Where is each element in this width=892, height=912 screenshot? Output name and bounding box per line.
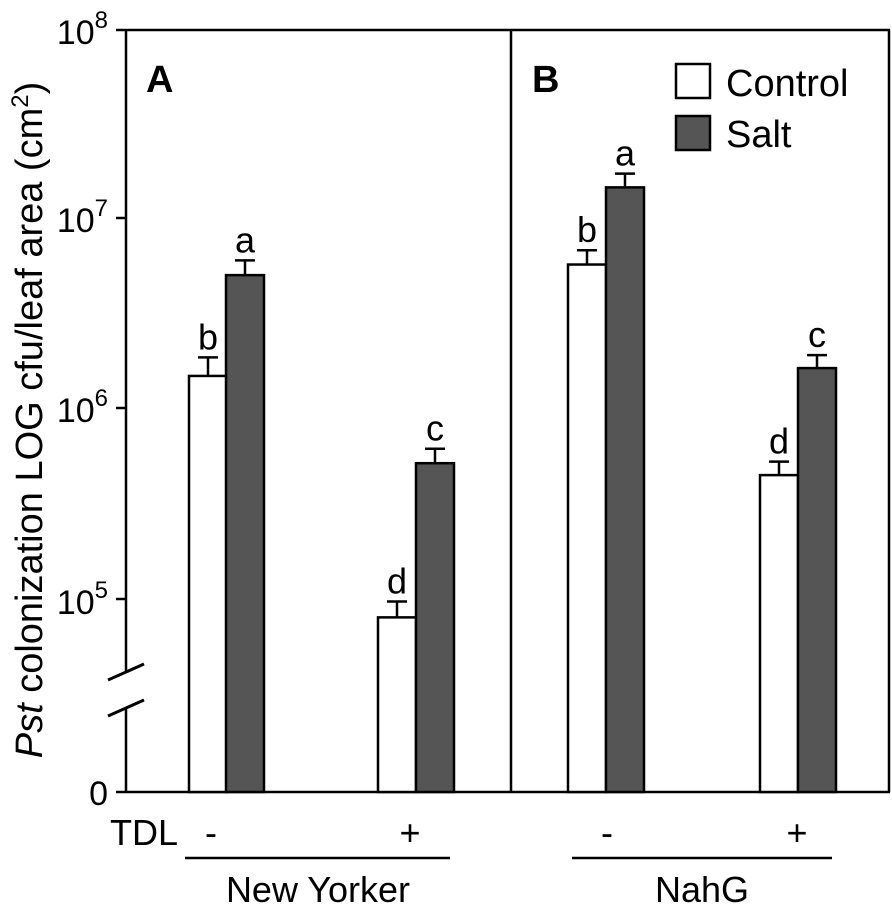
bar-salt	[224, 273, 266, 794]
bar-control	[758, 473, 800, 794]
tdl-label-nahg-minus: -	[601, 812, 613, 853]
significance-letter-control: b	[577, 209, 597, 250]
bar-control	[566, 263, 608, 794]
row-label-tdl: TDL	[110, 812, 178, 853]
x-labels: TDL - + - + New Yorker NahG	[110, 812, 832, 910]
axis-break-mark	[107, 698, 145, 718]
bar-salt	[796, 366, 838, 794]
bar-salt	[604, 186, 646, 794]
y-tick-label: 106	[57, 385, 108, 430]
y-axis-title-main: colonization LOG cfu/leaf area (cm	[9, 108, 51, 704]
bar-salt	[414, 461, 456, 794]
axis-break-marks	[107, 662, 145, 718]
y-axis-title: Pst colonization LOG cfu/leaf area (cm2)	[7, 82, 51, 759]
significance-letter-control: d	[387, 561, 407, 602]
y-tick-label: 105	[57, 577, 108, 622]
legend-swatch-salt	[674, 114, 712, 152]
legend-label-control: Control	[726, 63, 849, 105]
panel-label-a: A	[146, 59, 173, 101]
significance-letter-control: d	[769, 421, 789, 462]
significance-letter-salt: c	[808, 314, 826, 355]
tdl-label-nahg-plus: +	[786, 812, 807, 853]
genotype-label-nahg: NahG	[655, 869, 749, 910]
legend-label-salt: Salt	[726, 114, 792, 156]
bar-control	[187, 374, 229, 794]
y-ticks	[116, 28, 126, 794]
y-axis-title-italic: Pst	[9, 702, 51, 758]
y-axis-title-close: )	[9, 82, 51, 95]
significance-letter-salt: c	[426, 408, 444, 449]
y-tick-label: 107	[57, 195, 108, 240]
significance-letter-salt: a	[235, 219, 256, 260]
axis-break-mark	[107, 662, 145, 682]
panel-label-b: B	[532, 59, 559, 101]
y-zero-label: 0	[89, 775, 108, 813]
legend-swatch-control	[674, 62, 712, 100]
significance-letter-control: b	[198, 316, 218, 357]
y-axis-title-superscript: 2	[7, 94, 34, 107]
significance-letter-salt: a	[615, 133, 636, 174]
legend: Control Salt	[674, 62, 849, 156]
y-tick-labels: 108 107 106 105 0	[57, 7, 108, 813]
tdl-label-ny-minus: -	[205, 812, 217, 853]
tdl-label-ny-plus: +	[399, 812, 420, 853]
genotype-label-ny: New Yorker	[226, 869, 410, 910]
bar-control	[376, 616, 418, 794]
y-tick-label: 108	[57, 7, 108, 52]
